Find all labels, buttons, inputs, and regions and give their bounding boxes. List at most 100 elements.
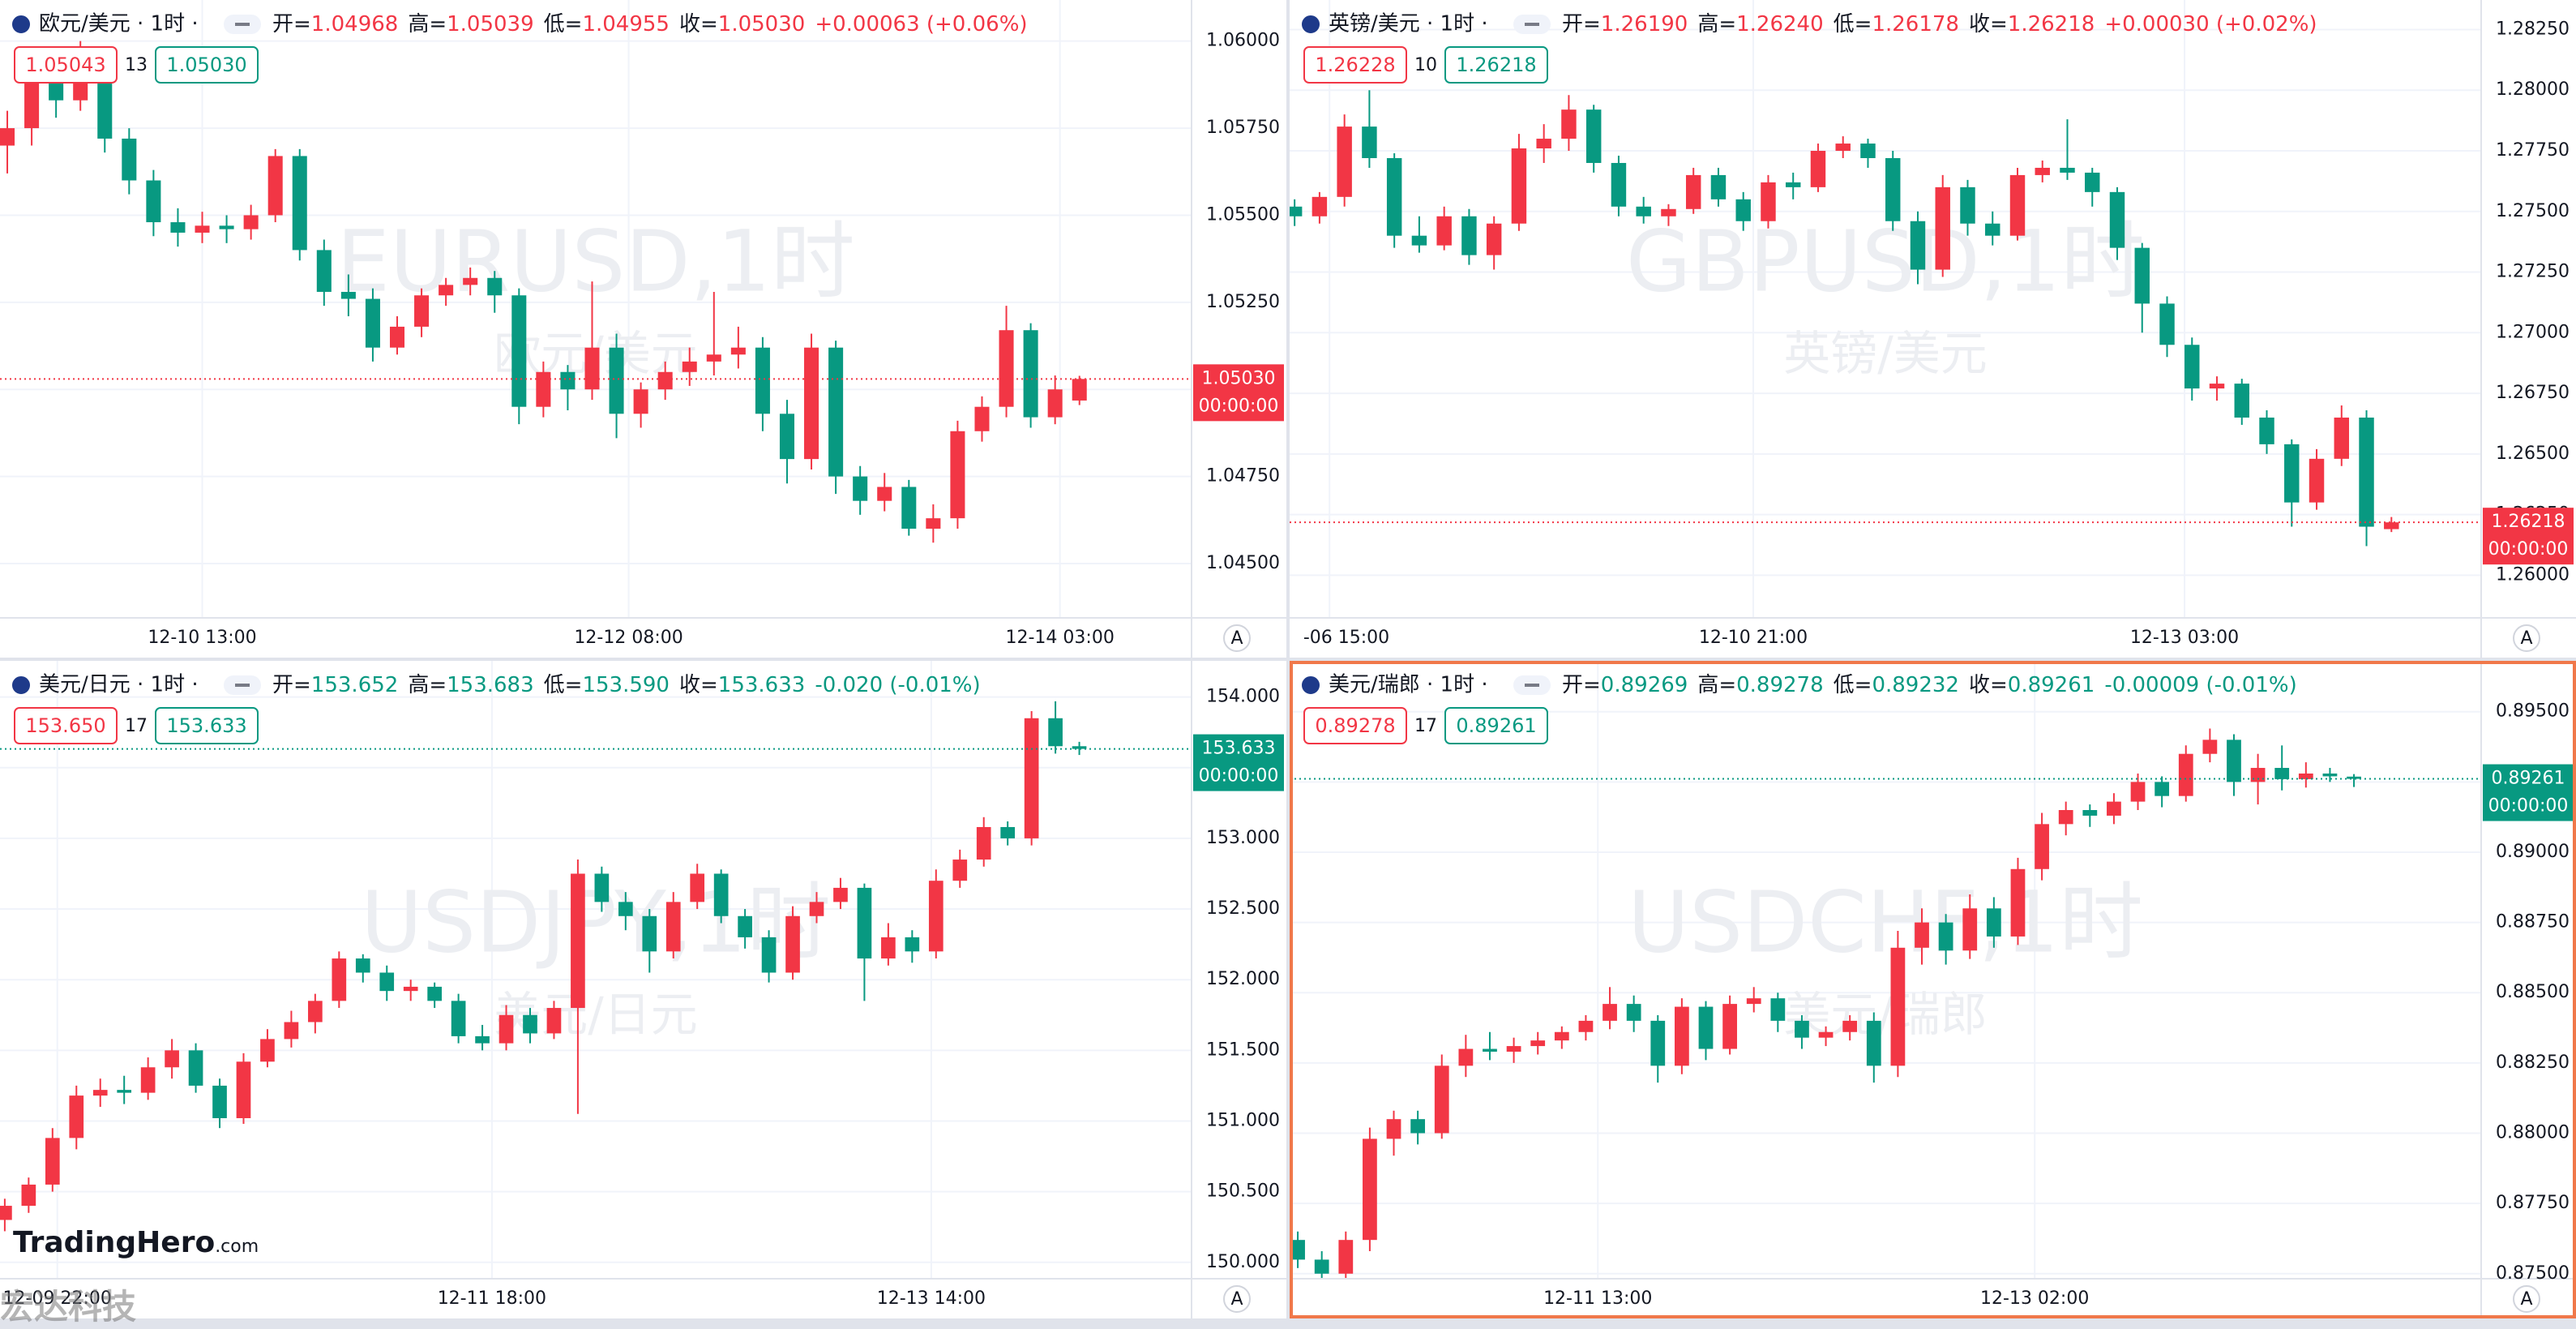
y-tick-label: 151.500: [1206, 1040, 1280, 1060]
ohlc-value: 153.633: [718, 673, 806, 697]
candle-body: [2284, 444, 2300, 503]
ohlc-value: +0.00063 (+0.06%): [815, 12, 1027, 36]
y-tick-label: 0.88000: [2496, 1123, 2570, 1143]
watermark: GBPUSD,1时: [1626, 212, 2145, 311]
ohlc-value: 1.05039: [447, 12, 534, 36]
candle-body: [1960, 186, 1975, 224]
ask-price: 0.89261: [1456, 714, 1536, 737]
ohlc-label: 低=: [544, 12, 583, 36]
candle-body: [713, 873, 729, 916]
candle-body: [1362, 126, 1377, 158]
ohlc-value: 0.89232: [1872, 673, 1959, 697]
candle-body: [146, 180, 161, 223]
candle-body: [833, 887, 848, 902]
candle-body: [1761, 182, 1776, 221]
y-tick-label: 0.88750: [2496, 912, 2570, 932]
candle-body: [1735, 199, 1751, 221]
candle-body: [2010, 868, 2026, 937]
countdown: 00:00:00: [2488, 796, 2569, 817]
ohlc-label: 高=: [408, 673, 447, 697]
candle-body: [1698, 1006, 1714, 1049]
candle-body: [1810, 151, 1826, 187]
y-tick-label: 1.28000: [2496, 79, 2570, 100]
price-axis: [1192, 0, 1286, 658]
x-tick-label: 12-13 02:00: [1980, 1288, 2089, 1309]
candle-body: [1072, 746, 1087, 749]
candle-body: [1611, 162, 1627, 207]
candle-body: [414, 295, 430, 327]
y-tick-label: 152.500: [1206, 898, 1280, 919]
candle-body: [1410, 1119, 1426, 1134]
bid-price: 1.05043: [25, 54, 105, 76]
candle-body: [2058, 810, 2073, 825]
candle-body: [1290, 1240, 1305, 1260]
spread: 17: [125, 716, 148, 736]
candle-body: [2035, 824, 2049, 869]
auto-scale-button[interactable]: [2513, 1285, 2540, 1313]
ohlc-label: 开=: [1562, 673, 1601, 697]
candle-body: [926, 518, 941, 529]
ohlc-value: 0.89261: [2008, 673, 2095, 697]
bid-box: [1303, 707, 1407, 744]
countdown: 00:00:00: [1199, 766, 1279, 787]
candle-body: [785, 915, 800, 973]
y-tick-label: 0.89500: [2496, 701, 2570, 722]
candle-body: [1506, 1046, 1521, 1052]
candle-body: [584, 347, 600, 390]
candle-body: [2107, 801, 2121, 816]
x-tick-label: -06 15:00: [1303, 628, 1389, 648]
candle-body: [2184, 345, 2200, 389]
y-tick-label: 1.27750: [2496, 140, 2570, 161]
candle-body: [1650, 1020, 1666, 1066]
candle-body: [212, 1085, 227, 1119]
ohlc-legend: 开=1.26190 高=1.26240 低=1.26178 收=1.26218 +0.0…: [1562, 12, 2317, 36]
y-tick-label: 0.88500: [2496, 982, 2570, 1002]
candle-body: [379, 972, 395, 992]
candle-body: [546, 1008, 562, 1034]
candle-body: [1785, 182, 1801, 187]
y-tick-label: 1.05500: [1206, 204, 1280, 225]
candle-body: [730, 347, 746, 355]
candle-body: [2159, 303, 2175, 345]
symbol-name: 欧元/美元 · 1时 ·: [39, 12, 199, 36]
auto-scale-button[interactable]: [1223, 1285, 1251, 1313]
candle-body: [905, 937, 920, 952]
ohlc-value: 0.89269: [1601, 673, 1688, 697]
candle-body: [1486, 223, 1502, 255]
candle-body: [140, 1067, 156, 1093]
candle-body: [928, 881, 944, 952]
candle-body: [1386, 1119, 1401, 1139]
candle-body: [1561, 109, 1577, 139]
candle-body: [1436, 216, 1452, 246]
auto-scale-button[interactable]: [1223, 624, 1251, 652]
ask-box: [155, 707, 259, 744]
y-tick-label: 0.88250: [2496, 1052, 2570, 1073]
candle-body: [284, 1022, 299, 1040]
ohlc-value: 153.652: [311, 673, 399, 697]
auto-scale-button[interactable]: [2513, 624, 2540, 652]
menu-pill-dash: [1525, 684, 1539, 687]
ohlc-value: +0.00030 (+0.02%): [2104, 12, 2317, 36]
candle-body: [950, 431, 965, 519]
candle-body: [738, 915, 752, 937]
y-tick-label: 1.27500: [2496, 201, 2570, 221]
candle-body: [463, 277, 478, 285]
last-price: 1.26218: [2492, 512, 2565, 532]
candle-body: [1312, 196, 1328, 216]
candle-body: [1536, 139, 1551, 149]
candle-body: [24, 83, 40, 129]
x-tick-label: 12-10 13:00: [148, 628, 256, 648]
last-price-badge: [2483, 508, 2574, 565]
candle-body: [571, 873, 585, 1009]
auto-scale-label: A: [2520, 1289, 2532, 1310]
candle-body: [0, 1206, 12, 1220]
candle-body: [642, 915, 657, 952]
candle-body: [1885, 157, 1901, 221]
candle-body: [594, 873, 610, 902]
candle-body: [2060, 167, 2075, 173]
menu-pill-dash: [235, 23, 250, 26]
candle-body: [618, 902, 633, 916]
candle-body: [122, 138, 137, 181]
symbol-flag: [1300, 675, 1321, 696]
